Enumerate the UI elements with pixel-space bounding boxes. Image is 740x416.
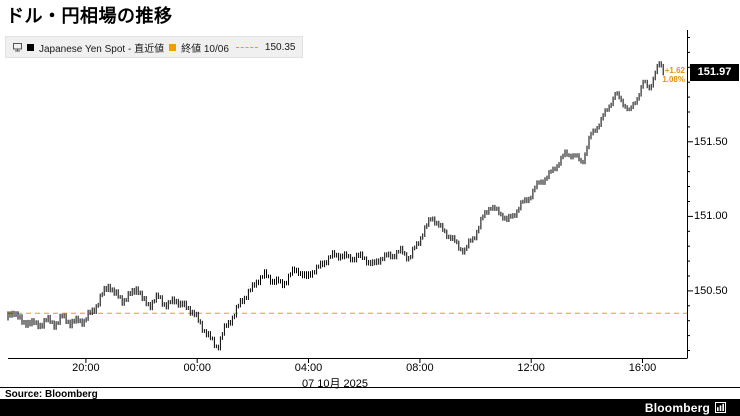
prior-close-swatch bbox=[169, 43, 177, 51]
price-chart bbox=[7, 30, 693, 363]
x-axis-label: 16:00 bbox=[628, 362, 657, 374]
chart-title: ドル・円相場の推移 bbox=[6, 6, 173, 26]
net-change-label: +1.62 bbox=[664, 65, 685, 75]
last-price-badge: 151.97 bbox=[690, 63, 739, 81]
y-axis-label: 151.50 bbox=[694, 135, 728, 148]
source-credit: Source: Bloomberg bbox=[5, 389, 98, 400]
dashed-line-sample bbox=[235, 46, 258, 48]
bloomberg-mark-icon bbox=[715, 402, 726, 413]
date-label: 07 10月 2025 bbox=[301, 378, 369, 390]
y-axis-label: 150.50 bbox=[694, 284, 728, 297]
legend-chart-icon bbox=[13, 42, 22, 52]
prior-close-label: 終値 10/06 bbox=[181, 43, 229, 55]
bloomberg-bar: Bloomberg bbox=[0, 399, 740, 416]
x-axis-label: 20:00 bbox=[72, 362, 100, 374]
x-axis-label: 04:00 bbox=[294, 362, 323, 374]
x-axis-label: 00:00 bbox=[183, 362, 211, 374]
series-label: Japanese Yen Spot - 直近値 bbox=[39, 43, 165, 55]
series-swatch bbox=[27, 43, 34, 51]
legend: Japanese Yen Spot - 直近値 終値 10/06 150.35 bbox=[5, 36, 304, 58]
pct-change-label: 1.08% bbox=[662, 74, 685, 84]
change-annotation: +1.62 1.08% bbox=[635, 66, 685, 84]
y-axis-label: 151.00 bbox=[694, 210, 728, 223]
prior-close-value: 150.35 bbox=[264, 41, 296, 53]
bloomberg-logo: Bloomberg bbox=[644, 400, 710, 415]
footer-divider bbox=[0, 387, 740, 388]
x-axis-label: 12:00 bbox=[517, 362, 545, 374]
x-axis-label: 08:00 bbox=[406, 362, 434, 374]
